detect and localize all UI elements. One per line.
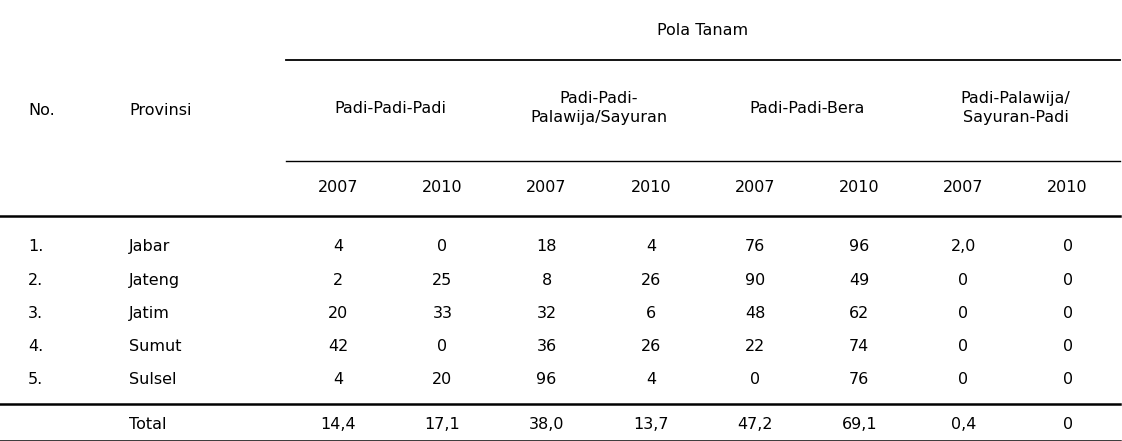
Text: 2: 2 [333,273,343,288]
Text: Jabar: Jabar [129,239,171,254]
Text: 90: 90 [745,273,765,288]
Text: 2007: 2007 [735,180,775,195]
Text: Padi-Palawija/
Sayuran-Padi: Padi-Palawija/ Sayuran-Padi [960,91,1070,125]
Text: 4: 4 [646,372,656,387]
Text: 32: 32 [536,306,557,321]
Text: 5.: 5. [28,372,44,387]
Text: 0: 0 [958,306,968,321]
Text: 2010: 2010 [1047,180,1088,195]
Text: 0: 0 [438,239,448,254]
Text: 36: 36 [536,339,557,354]
Text: 0: 0 [958,372,968,387]
Text: 22: 22 [745,339,765,354]
Text: Total: Total [129,417,166,432]
Text: 0: 0 [438,339,448,354]
Text: 0: 0 [1063,339,1073,354]
Text: 2007: 2007 [944,180,984,195]
Text: 20: 20 [328,306,348,321]
Text: 76: 76 [745,239,765,254]
Text: 2007: 2007 [526,180,567,195]
Text: 1.: 1. [28,239,44,254]
Text: Jatim: Jatim [129,306,169,321]
Text: 20: 20 [432,372,452,387]
Text: 8: 8 [542,273,552,288]
Text: 2010: 2010 [631,180,671,195]
Text: 18: 18 [536,239,557,254]
Text: 2.: 2. [28,273,44,288]
Text: 2010: 2010 [839,180,880,195]
Text: 13,7: 13,7 [633,417,669,432]
Text: Padi-Padi-Padi: Padi-Padi-Padi [334,101,447,116]
Text: 4: 4 [333,372,343,387]
Text: 25: 25 [432,273,452,288]
Text: Sumut: Sumut [129,339,182,354]
Text: 38,0: 38,0 [528,417,564,432]
Text: Sulsel: Sulsel [129,372,176,387]
Text: 4: 4 [646,239,656,254]
Text: 42: 42 [328,339,348,354]
Text: 0: 0 [1063,306,1073,321]
Text: 96: 96 [849,239,870,254]
Text: Padi-Padi-
Palawija/Sayuran: Padi-Padi- Palawija/Sayuran [531,91,668,125]
Text: 0: 0 [1063,372,1073,387]
Text: 2,0: 2,0 [950,239,976,254]
Text: 4.: 4. [28,339,44,354]
Text: 47,2: 47,2 [737,417,773,432]
Text: Jateng: Jateng [129,273,181,288]
Text: 96: 96 [536,372,557,387]
Text: 0: 0 [749,372,760,387]
Text: Pola Tanam: Pola Tanam [657,23,748,38]
Text: 62: 62 [849,306,870,321]
Text: 26: 26 [641,339,661,354]
Text: 0: 0 [1063,239,1073,254]
Text: 0: 0 [958,273,968,288]
Text: 14,4: 14,4 [321,417,356,432]
Text: 0: 0 [958,339,968,354]
Text: No.: No. [28,103,55,118]
Text: 69,1: 69,1 [842,417,877,432]
Text: 17,1: 17,1 [424,417,460,432]
Text: 48: 48 [745,306,765,321]
Text: 76: 76 [849,372,870,387]
Text: 26: 26 [641,273,661,288]
Text: Padi-Padi-Bera: Padi-Padi-Bera [749,101,865,116]
Text: 3.: 3. [28,306,43,321]
Text: 6: 6 [646,306,656,321]
Text: 0: 0 [1063,273,1073,288]
Text: 0,4: 0,4 [950,417,976,432]
Text: 0: 0 [1063,417,1073,432]
Text: 33: 33 [432,306,452,321]
Text: 49: 49 [849,273,870,288]
Text: 74: 74 [849,339,870,354]
Text: 2010: 2010 [422,180,462,195]
Text: 2007: 2007 [318,180,358,195]
Text: 4: 4 [333,239,343,254]
Text: Provinsi: Provinsi [129,103,192,118]
